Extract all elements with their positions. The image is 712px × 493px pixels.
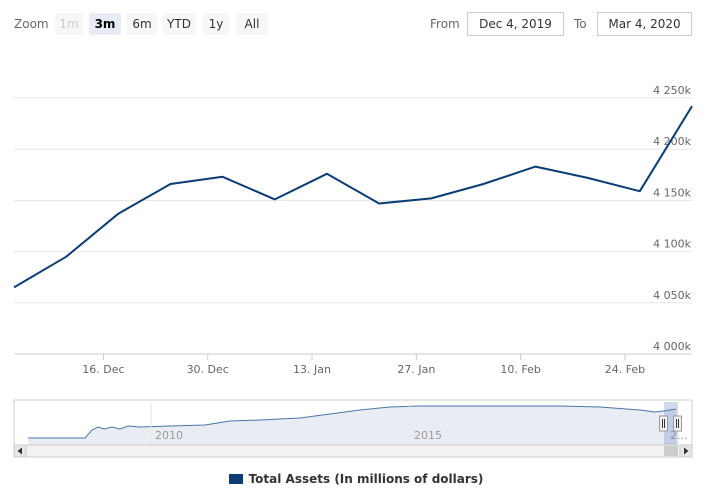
navigator-tick-2015: 2015: [414, 429, 442, 442]
zoom-1y-button[interactable]: 1y: [202, 13, 230, 35]
x-tick-label: 10. Feb: [500, 363, 540, 376]
navigator-selected-range[interactable]: [664, 402, 678, 445]
y-tick-label: 4 250k: [653, 84, 691, 97]
legend-item[interactable]: Total Assets (In millions of dollars): [228, 472, 484, 486]
scrollbar-thumb[interactable]: [664, 446, 678, 456]
zoom-6m-button[interactable]: 6m: [127, 13, 157, 35]
legend-label: Total Assets (In millions of dollars): [248, 472, 484, 486]
x-tick-label: 16. Dec: [82, 363, 124, 376]
y-tick-label: 4 000k: [653, 340, 691, 353]
navigator[interactable]: 2010 2015 2...: [13, 399, 693, 446]
zoom-ytd-button[interactable]: YTD: [162, 13, 196, 35]
y-tick-label: 4 200k: [653, 135, 691, 148]
from-label: From: [430, 17, 460, 31]
navigator-tick-cut: 2...: [670, 429, 688, 442]
navigator-line: [28, 405, 677, 439]
y-tick-label: 4 100k: [653, 238, 691, 251]
from-date-input[interactable]: Dec 4, 2019: [467, 12, 564, 36]
zoom-1m-button[interactable]: 1m: [55, 13, 83, 35]
y-axis-ticks: 4 000k 4 050k 4 100k 4 150k 4 200k 4 250k: [653, 84, 691, 353]
arrow-right-icon: [684, 447, 689, 455]
navigator-handle-left[interactable]: [659, 415, 668, 432]
grid-lines: [14, 97, 692, 355]
zoom-3m-button[interactable]: 3m: [89, 13, 121, 35]
scrollbar[interactable]: [13, 444, 693, 458]
line-chart: 4 000k 4 050k 4 100k 4 150k 4 200k 4 250k 16.…: [13, 84, 693, 458]
series-line: [13, 105, 693, 289]
to-date-input[interactable]: Mar 4, 2020: [597, 12, 692, 36]
x-tick-label: 30. Dec: [187, 363, 229, 376]
x-tick-label: 24. Feb: [605, 363, 645, 376]
arrow-left-icon: [17, 447, 22, 455]
navigator-tick-2010: 2010: [155, 429, 183, 442]
range-selector-toolbar: Zoom 1m 3m 6m YTD 1y All From Dec 4, 201…: [0, 0, 712, 46]
to-label: To: [574, 17, 587, 31]
y-tick-label: 4 150k: [653, 186, 691, 199]
y-tick-label: 4 050k: [653, 289, 691, 302]
legend-swatch-icon: [228, 474, 243, 484]
navigator-handle-right[interactable]: [673, 415, 682, 432]
navigator-area: [28, 406, 676, 445]
x-axis-ticks: 16. Dec 30. Dec 13. Jan 27. Jan 10. Feb 24. F…: [82, 354, 645, 376]
x-tick-label: 27. Jan: [397, 363, 435, 376]
x-tick-label: 13. Jan: [293, 363, 331, 376]
scrollbar-track[interactable]: [13, 444, 693, 458]
zoom-all-button[interactable]: All: [236, 13, 268, 35]
plot-series: [13, 105, 693, 289]
legend: Total Assets (In millions of dollars): [0, 472, 712, 490]
zoom-label: Zoom: [14, 17, 49, 31]
